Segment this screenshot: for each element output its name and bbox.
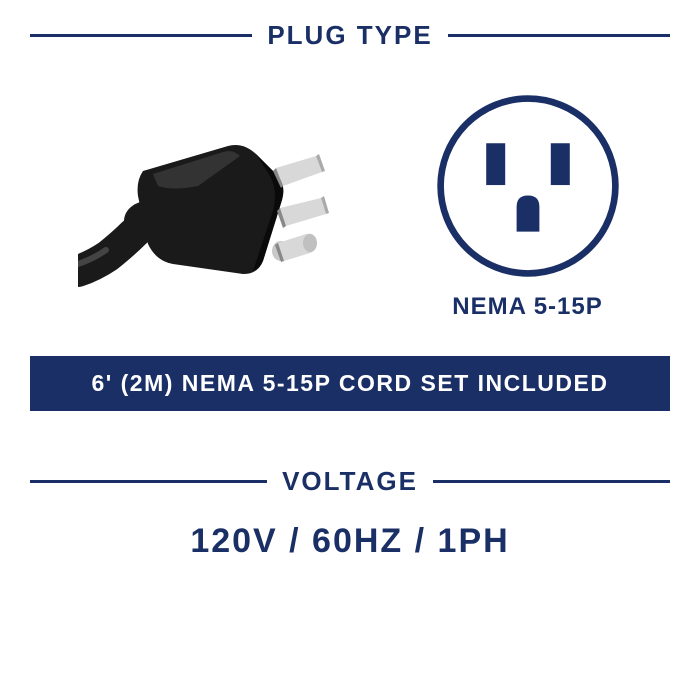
divider-line <box>30 480 267 483</box>
plug-photo <box>78 116 338 296</box>
outlet-diagram-block: NEMA 5-15P <box>433 91 623 321</box>
plug-type-header: PLUG TYPE <box>30 20 670 51</box>
outlet-label: NEMA 5-15P <box>452 293 602 321</box>
plug-type-title: PLUG TYPE <box>267 20 432 51</box>
divider-line <box>30 34 252 37</box>
nema-outlet-icon <box>433 91 623 281</box>
voltage-title: VOLTAGE <box>282 466 418 497</box>
cord-included-banner: 6' (2M) NEMA 5-15P CORD SET INCLUDED <box>30 356 670 411</box>
voltage-header: VOLTAGE <box>30 466 670 497</box>
voltage-section: VOLTAGE 120V / 60HZ / 1PH <box>30 466 670 561</box>
divider-line <box>448 34 670 37</box>
plug-content-row: NEMA 5-15P <box>30 61 670 336</box>
voltage-value: 120V / 60HZ / 1PH <box>30 522 670 561</box>
divider-line <box>433 480 670 483</box>
